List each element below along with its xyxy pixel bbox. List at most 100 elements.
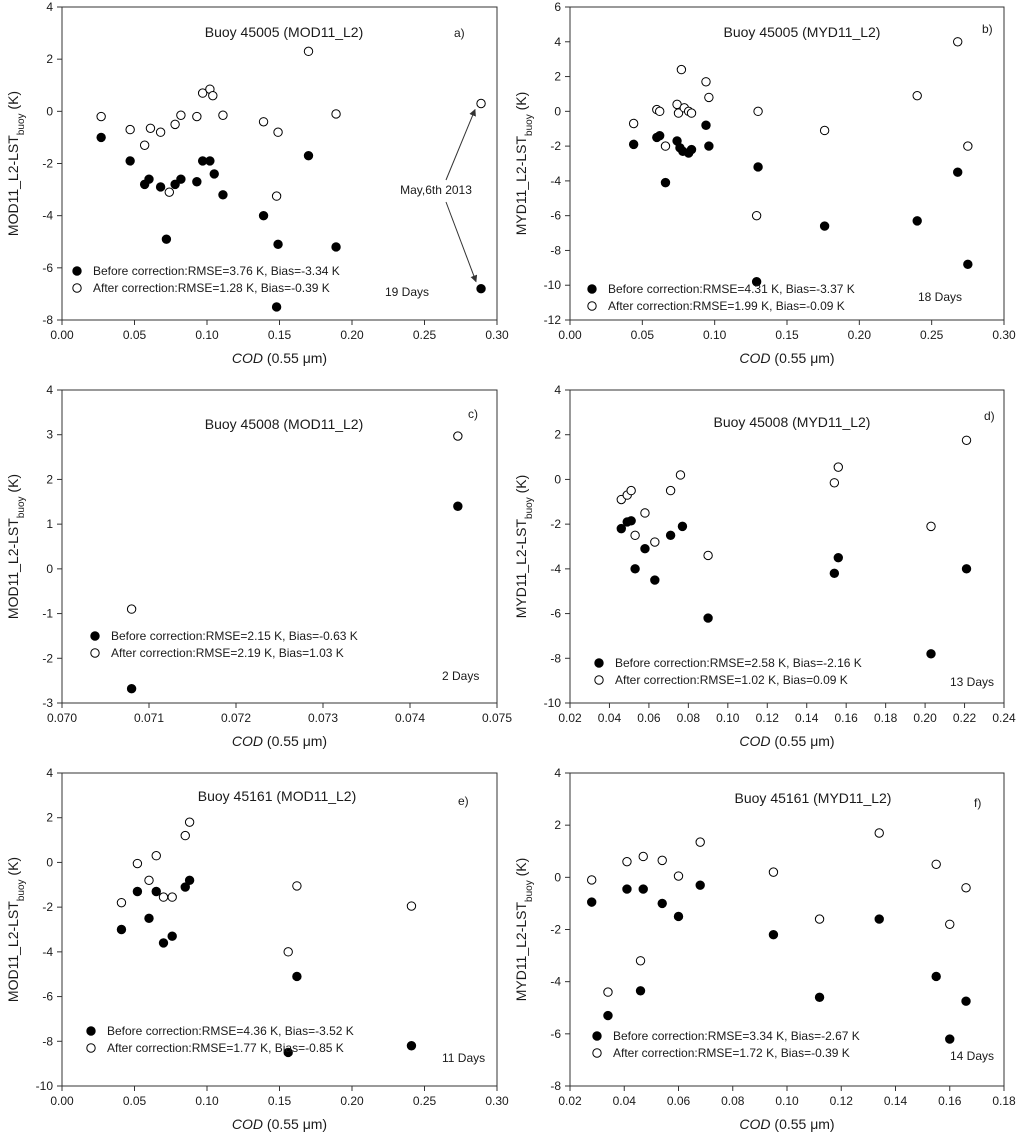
data-point bbox=[833, 552, 843, 563]
y-tick-label: 4 bbox=[46, 383, 53, 397]
data-point bbox=[292, 881, 302, 891]
y-axis-title-unit: (K) bbox=[5, 857, 21, 880]
y-tick-label: -4 bbox=[42, 945, 53, 959]
y-axis-title-subscript: buoy bbox=[524, 880, 535, 902]
data-point bbox=[205, 156, 215, 166]
x-tick-label: 0.20 bbox=[340, 1094, 364, 1108]
x-axis-title-unit: (0.55 μm) bbox=[263, 350, 327, 366]
x-axis-title-unit: (0.55 μm) bbox=[771, 1116, 835, 1132]
data-point bbox=[626, 516, 636, 526]
data-point bbox=[768, 867, 779, 877]
data-point bbox=[125, 124, 135, 135]
y-axis-title: MYD11_L2-LSTbuoy (K) bbox=[513, 475, 535, 619]
days-count: 2 Days bbox=[442, 669, 479, 683]
data-point bbox=[961, 996, 971, 1006]
data-point bbox=[158, 892, 169, 902]
legend-marker bbox=[594, 675, 604, 685]
x-tick-label: 0.073 bbox=[308, 711, 338, 725]
y-tick-label: -4 bbox=[42, 209, 53, 223]
legend-entry: Before correction:RMSE=3.34 K, Bias=-2.6… bbox=[613, 1029, 860, 1043]
x-tick-label: 0.20 bbox=[848, 328, 872, 342]
y-tick-label: -2 bbox=[42, 651, 53, 665]
series-before-correction bbox=[126, 501, 463, 694]
data-point bbox=[170, 119, 180, 130]
x-tick-label: 0.05 bbox=[123, 1094, 147, 1108]
y-tick-label: 0 bbox=[554, 870, 561, 884]
data-point bbox=[622, 884, 632, 894]
legend-entry: Before correction:RMSE=4.31 K, Bias=-3.3… bbox=[608, 282, 855, 296]
x-tick-label: 0.06 bbox=[637, 711, 661, 725]
legend-marker bbox=[72, 266, 82, 276]
y-tick-label: 0 bbox=[554, 104, 561, 118]
data-point bbox=[125, 156, 135, 166]
data-point bbox=[258, 117, 269, 127]
data-point bbox=[628, 139, 639, 150]
x-tick-label: 0.00 bbox=[50, 1094, 74, 1108]
data-point bbox=[695, 880, 705, 890]
x-axis-title-unit: (0.55 μm) bbox=[771, 733, 835, 749]
y-tick-label: -8 bbox=[550, 1079, 561, 1093]
data-point bbox=[132, 886, 143, 897]
data-point bbox=[686, 144, 697, 155]
series-after-correction bbox=[126, 431, 463, 614]
x-tick-label: 0.06 bbox=[667, 1094, 691, 1108]
data-point bbox=[155, 127, 166, 137]
y-axis-title: MYD11_L2-LSTbuoy (K) bbox=[513, 92, 535, 236]
legend-entry: Before correction:RMSE=2.58 K, Bias=-2.1… bbox=[615, 656, 862, 670]
data-point bbox=[139, 140, 150, 150]
x-tick-label: 0.072 bbox=[221, 711, 251, 725]
data-point bbox=[654, 106, 665, 117]
y-axis-title-main: MYD11_L2-LST bbox=[513, 136, 529, 236]
data-point bbox=[603, 1010, 613, 1021]
y-tick-label: -2 bbox=[550, 923, 561, 937]
x-tick-label: 0.15 bbox=[268, 1094, 292, 1108]
data-point bbox=[303, 150, 314, 161]
data-point bbox=[814, 992, 825, 1003]
data-point bbox=[945, 919, 955, 929]
data-point bbox=[192, 177, 202, 187]
annotation-text: May,6th 2013 bbox=[400, 183, 472, 197]
data-point bbox=[476, 98, 486, 109]
y-axis-title: MOD11_L2-LSTbuoy (K) bbox=[5, 857, 27, 1002]
x-tick-label: 0.04 bbox=[613, 1094, 637, 1108]
y-axis-title-unit: (K) bbox=[5, 91, 21, 114]
x-tick-label: 0.16 bbox=[835, 711, 859, 725]
legend-entry: Before correction:RMSE=2.15 K, Bias=-0.6… bbox=[111, 629, 358, 643]
y-tick-label: -6 bbox=[42, 990, 53, 1004]
y-tick-label: 2 bbox=[554, 428, 561, 442]
data-point bbox=[144, 174, 154, 184]
data-point bbox=[453, 501, 463, 511]
y-tick-label: 2 bbox=[46, 811, 53, 825]
data-point bbox=[638, 851, 648, 862]
data-point bbox=[829, 568, 840, 579]
data-point bbox=[167, 931, 177, 941]
panel-label: e) bbox=[458, 794, 469, 808]
data-point bbox=[833, 462, 843, 472]
legend-marker bbox=[587, 284, 597, 294]
data-point bbox=[701, 77, 711, 87]
data-point bbox=[161, 234, 172, 244]
annotation-arrow bbox=[445, 108, 476, 181]
data-point bbox=[151, 851, 161, 861]
data-point bbox=[819, 125, 830, 136]
y-tick-label: 0 bbox=[554, 472, 561, 486]
data-point bbox=[273, 239, 283, 250]
series-before-correction bbox=[587, 880, 971, 1044]
x-axis-title-unit: (0.55 μm) bbox=[771, 350, 835, 366]
legend-marker bbox=[86, 1026, 96, 1036]
legend-entry: After correction:RMSE=1.99 K, Bias=-0.09… bbox=[608, 299, 845, 313]
x-tick-label: 0.05 bbox=[123, 328, 147, 342]
data-point bbox=[218, 190, 228, 200]
data-point bbox=[303, 46, 314, 57]
y-tick-label: -8 bbox=[550, 243, 561, 257]
data-point bbox=[158, 938, 169, 948]
y-axis-title-main: MOD11_L2-LST bbox=[5, 518, 21, 619]
x-axis-title: COD (0.55 μm) bbox=[232, 1116, 327, 1132]
x-tick-label: 0.10 bbox=[195, 328, 219, 342]
data-point bbox=[406, 1041, 417, 1051]
y-tick-label: -8 bbox=[42, 313, 53, 327]
x-tick-label: 0.25 bbox=[413, 1094, 437, 1108]
data-point bbox=[654, 130, 665, 141]
data-point bbox=[640, 508, 650, 518]
y-tick-label: -2 bbox=[550, 139, 561, 153]
